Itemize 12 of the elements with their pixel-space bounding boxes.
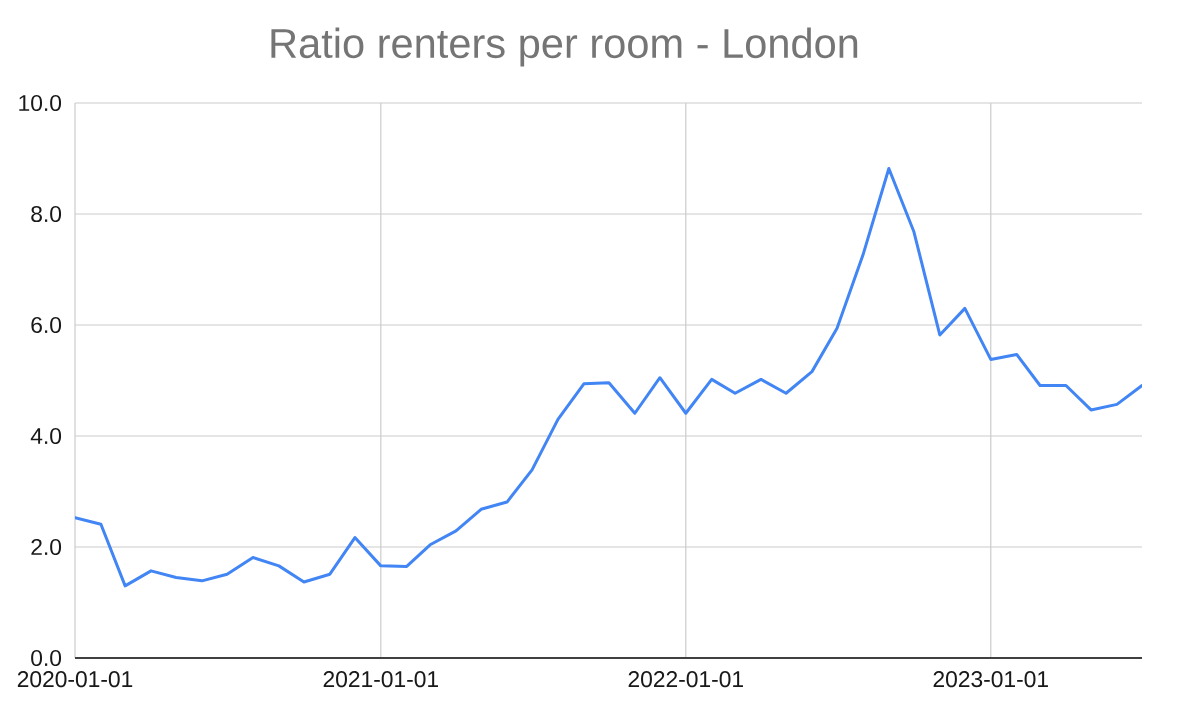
line-series (75, 166, 1142, 588)
y-tick-label: 0.0 (31, 649, 62, 667)
y-tick-label: 8.0 (31, 205, 62, 223)
x-tick-label: 2021-01-01 (323, 671, 438, 688)
y-tick-label: 10.0 (19, 94, 62, 112)
y-tick-label: 6.0 (31, 316, 62, 334)
y-tick-label: 2.0 (31, 538, 62, 556)
x-tick-label: 2020-01-01 (17, 671, 133, 688)
x-tick-label: 2022-01-01 (628, 671, 743, 688)
chart-title: Ratio renters per room - London (271, 27, 858, 67)
y-tick-label: 4.0 (30, 427, 62, 445)
x-tick-label: 2023-01-01 (933, 671, 1048, 688)
